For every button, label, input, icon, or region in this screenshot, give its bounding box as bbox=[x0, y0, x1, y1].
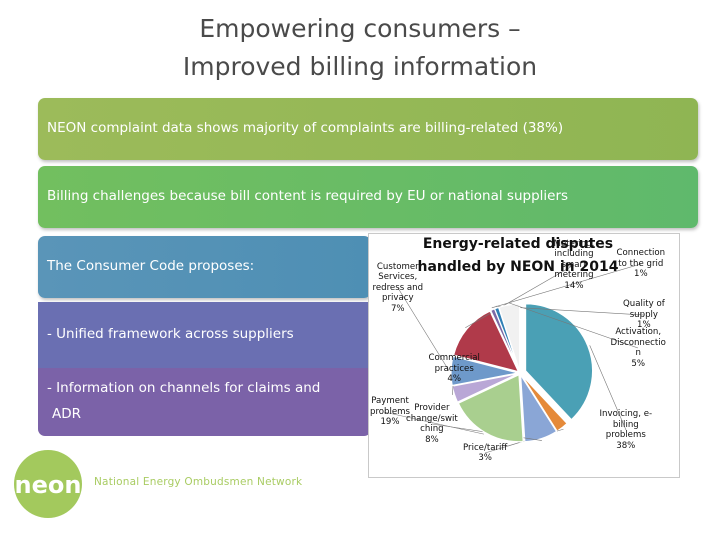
bullet-text: The Consumer Code proposes: bbox=[47, 258, 255, 274]
pie-data-label: Commercial practices 4% bbox=[428, 353, 480, 385]
pie-slice bbox=[452, 310, 520, 373]
pie-slice bbox=[457, 373, 524, 443]
chart-title-line-2: handled by NEON in 2014 bbox=[417, 259, 619, 275]
pie-data-label: Activation, Disconnectio n 5% bbox=[610, 327, 666, 369]
pie-data-label: Customer Services, redress and privacy 7% bbox=[372, 261, 424, 314]
pie-leader-line bbox=[383, 411, 484, 435]
pie-slice bbox=[524, 303, 594, 421]
bullet-text: - Information on channels for claims and bbox=[47, 380, 321, 396]
pie-svg bbox=[383, 263, 645, 454]
neon-logo-mark: neon bbox=[14, 450, 82, 518]
slide-title: Empowering consumers – Improved billing … bbox=[0, 10, 720, 86]
pie-data-label: Payment problems 19% bbox=[370, 396, 411, 428]
pie-data-label: Metering, including smart metering 14% bbox=[553, 238, 595, 291]
neon-logo: neon National Energy Ombudsmen Network bbox=[10, 446, 302, 524]
pie-leader-line bbox=[495, 305, 645, 316]
slide-title-line-1: Empowering consumers – bbox=[199, 14, 521, 43]
bullet-bar-claims-information: - Information on channels for claims and… bbox=[38, 368, 371, 436]
pie-leader-line bbox=[508, 302, 639, 349]
pie-data-label: Quality of supply 1% bbox=[623, 299, 665, 331]
pie-data-label: Provider change/swit ching 8% bbox=[406, 403, 458, 445]
pie-data-label: Invoicing, e-billing problems 38% bbox=[599, 409, 653, 451]
chart-title-line-1: Energy-related disputes bbox=[422, 236, 614, 252]
pie-data-label: Price/tariff 3% bbox=[463, 442, 508, 464]
pie-leader-line bbox=[465, 264, 575, 329]
bullet-bar-unified-framework: - Unified framework across suppliers bbox=[38, 302, 371, 368]
pie-slice bbox=[498, 303, 521, 372]
pie-slice bbox=[451, 373, 519, 403]
bullet-bar-complaints: NEON complaint data shows majority of co… bbox=[38, 98, 698, 160]
slide-title-line-2: Improved billing information bbox=[182, 52, 538, 81]
pie-data-label: Connection to the grid 1% bbox=[616, 248, 666, 280]
neon-logo-name: National Energy Ombudsmen Network bbox=[94, 476, 303, 488]
disputes-pie-chart: Energy-related disputes handled by NEON … bbox=[368, 233, 680, 478]
bullet-text: NEON complaint data shows majority of co… bbox=[47, 120, 564, 136]
pie-leader-line bbox=[397, 287, 450, 371]
bullet-bar-billing-challenges: Billing challenges because bill content … bbox=[38, 166, 698, 228]
pie-slice bbox=[450, 355, 519, 387]
pie-leader-line bbox=[491, 263, 642, 309]
neon-logo-wordmark: neon bbox=[15, 471, 82, 499]
bullet-text: Billing challenges because bill content … bbox=[47, 188, 569, 204]
bullet-text-continued: ADR bbox=[52, 406, 82, 422]
bullet-bar-consumer-code: The Consumer Code proposes: bbox=[38, 236, 371, 298]
bullet-text: - Unified framework across suppliers bbox=[47, 326, 294, 342]
pie-leader-line bbox=[589, 345, 627, 431]
pie-slice bbox=[520, 374, 558, 443]
